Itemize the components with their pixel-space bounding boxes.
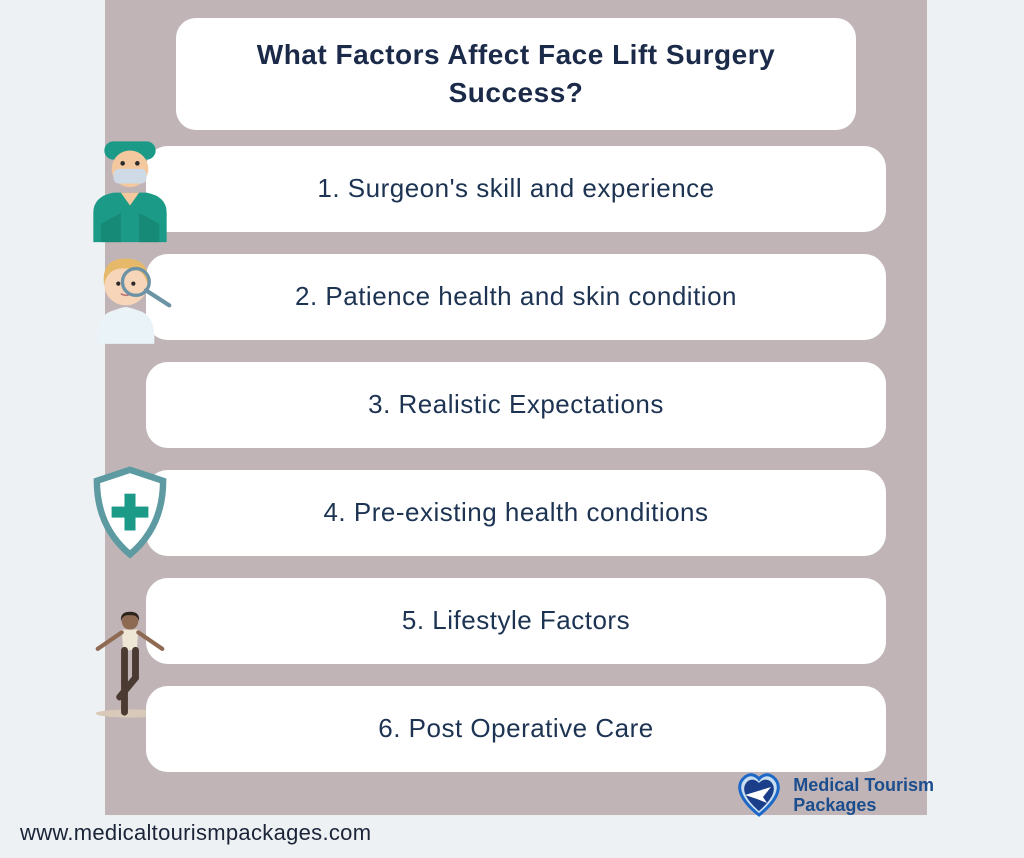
list-item: 1. Surgeon's skill and experience [146,146,886,232]
heart-plane-icon [733,769,785,822]
item-label: 3. Realistic Expectations [368,389,664,420]
brand-logo: Medical Tourism Packages [733,769,934,822]
infographic-panel: What Factors Affect Face Lift Surgery Su… [105,0,927,815]
logo-line-1: Medical Tourism [793,776,934,796]
title-card: What Factors Affect Face Lift Surgery Su… [176,18,856,130]
list-item: 6. Post Operative Care [146,686,886,772]
item-label: 4. Pre-existing health conditions [323,497,708,528]
item-label: 6. Post Operative Care [378,713,653,744]
surgeon-icon [84,134,176,244]
item-label: 5. Lifestyle Factors [402,605,630,636]
list-item: 4. Pre-existing health conditions [146,470,886,556]
page-title: What Factors Affect Face Lift Surgery Su… [186,36,846,112]
item-label: 1. Surgeon's skill and experience [317,173,714,204]
list-item: 3. Realistic Expectations [146,362,886,448]
logo-text: Medical Tourism Packages [793,776,934,816]
list-item: 5. Lifestyle Factors [146,578,886,664]
list-item: 2. Patience health and skin condition [146,254,886,340]
shield-icon [84,458,176,568]
patient-icon [84,242,176,352]
footer-url: www.medicaltourismpackages.com [20,820,371,846]
logo-line-2: Packages [793,796,934,816]
item-label: 2. Patience health and skin condition [295,281,737,312]
